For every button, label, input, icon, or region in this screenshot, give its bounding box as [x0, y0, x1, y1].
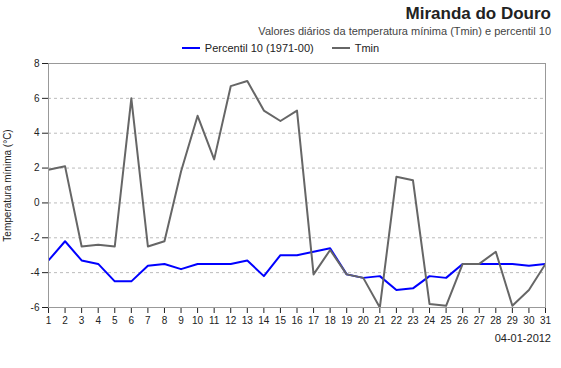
svg-text:10: 10 — [192, 315, 204, 326]
svg-text:18: 18 — [325, 315, 337, 326]
svg-text:15: 15 — [275, 315, 287, 326]
svg-text:-4: -4 — [31, 267, 40, 278]
svg-text:8: 8 — [34, 58, 40, 69]
svg-text:29: 29 — [507, 315, 519, 326]
svg-text:21: 21 — [374, 315, 386, 326]
svg-text:0: 0 — [34, 197, 40, 208]
svg-text:30: 30 — [523, 315, 535, 326]
svg-text:31: 31 — [540, 315, 552, 326]
svg-text:27: 27 — [474, 315, 486, 326]
svg-text:20: 20 — [358, 315, 370, 326]
html-text:Tmin: Tmin — [354, 42, 380, 54]
svg-text:4: 4 — [95, 315, 101, 326]
svg-text:23: 23 — [407, 315, 419, 326]
svg-text:2: 2 — [34, 162, 40, 173]
svg-text:22: 22 — [391, 315, 403, 326]
svg-text:12: 12 — [225, 315, 237, 326]
svg-text:19: 19 — [341, 315, 353, 326]
svg-text:7: 7 — [145, 315, 151, 326]
svg-text:26: 26 — [457, 315, 469, 326]
html-text:Percentil 10 (1971-00): Percentil 10 (1971-00) — [204, 42, 314, 54]
svg-text:4: 4 — [34, 127, 40, 138]
html-text:04-01-2012: 04-01-2012 — [494, 332, 551, 344]
svg-text:17: 17 — [308, 315, 320, 326]
html-text:Miranda do Douro: Miranda do Douro — [405, 4, 551, 23]
svg-text:-6: -6 — [31, 302, 40, 313]
svg-text:6: 6 — [34, 93, 40, 104]
svg-text:8: 8 — [162, 315, 168, 326]
svg-text:13: 13 — [242, 315, 254, 326]
svg-text:11: 11 — [209, 315, 220, 326]
svg-text:Temperatura mínima (°C): Temperatura mínima (°C) — [2, 129, 13, 241]
svg-text:25: 25 — [441, 315, 453, 326]
svg-text:-2: -2 — [31, 232, 40, 243]
svg-text:6: 6 — [129, 315, 135, 326]
svg-text:3: 3 — [79, 315, 85, 326]
svg-text:1: 1 — [46, 315, 52, 326]
svg-text:28: 28 — [490, 315, 502, 326]
svg-text:2: 2 — [62, 315, 68, 326]
svg-text:9: 9 — [178, 315, 184, 326]
svg-text:5: 5 — [112, 315, 118, 326]
svg-text:24: 24 — [424, 315, 436, 326]
svg-text:16: 16 — [291, 315, 303, 326]
html-text:Valores diários da temperatura: Valores diários da temperatura mínima (T… — [258, 25, 551, 37]
svg-text:14: 14 — [258, 315, 270, 326]
